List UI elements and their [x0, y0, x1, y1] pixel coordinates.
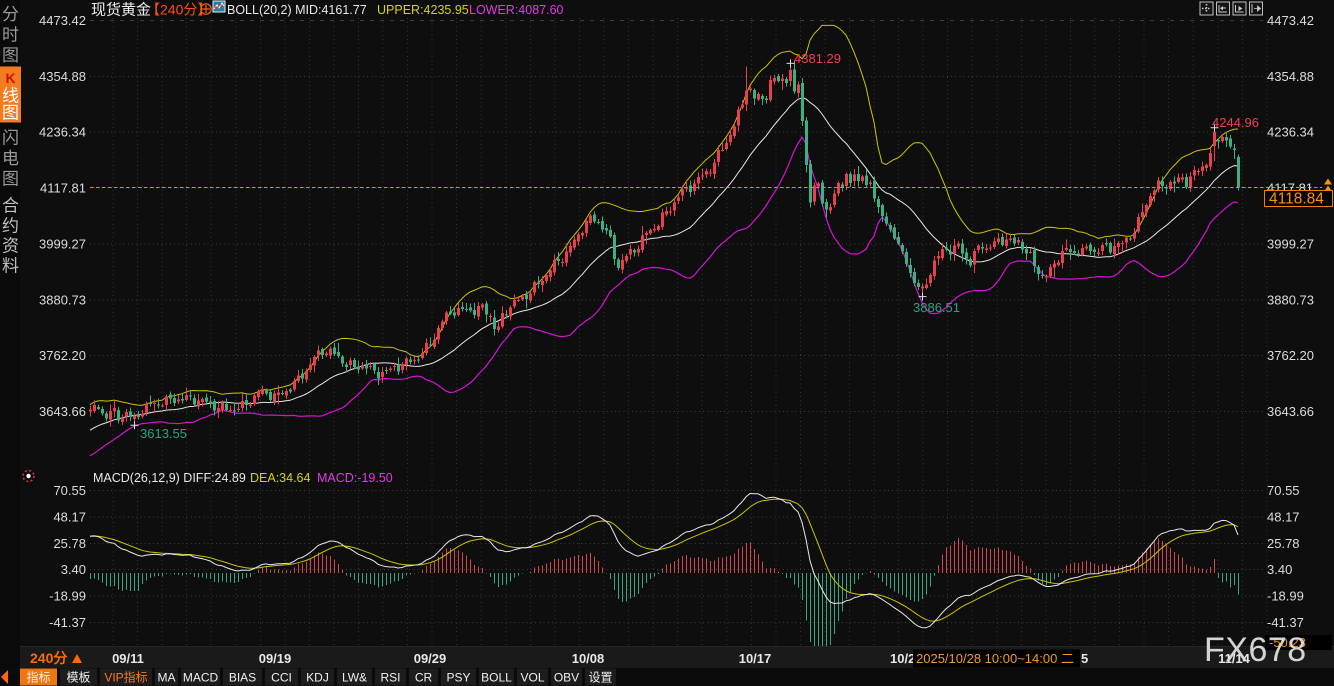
svg-text:4473.42: 4473.42 [1267, 13, 1314, 28]
svg-text:3762.20: 3762.20 [1267, 348, 1314, 363]
svg-text:KDJ: KDJ [306, 671, 329, 685]
svg-text:MACD: MACD [183, 671, 219, 685]
svg-text:48.17: 48.17 [1267, 509, 1300, 524]
svg-text:4117.81: 4117.81 [40, 181, 86, 196]
svg-text:UPPER:4235.95: UPPER:4235.95 [377, 3, 469, 17]
svg-text:11/14: 11/14 [1218, 651, 1251, 666]
svg-text:5: 5 [1081, 651, 1088, 666]
svg-text:电: 电 [2, 149, 19, 168]
svg-text:资: 资 [2, 237, 19, 256]
svg-text:-41.37: -41.37 [49, 615, 86, 630]
svg-text:3999.27: 3999.27 [1267, 236, 1314, 251]
svg-text:4236.34: 4236.34 [39, 125, 86, 140]
svg-text:MACD:-19.50: MACD:-19.50 [317, 471, 393, 485]
svg-text:3886.51: 3886.51 [913, 300, 960, 315]
svg-text:4354.88: 4354.88 [39, 69, 86, 84]
svg-text:48.17: 48.17 [53, 509, 86, 524]
svg-text:料: 料 [2, 257, 19, 276]
svg-text:09/29: 09/29 [414, 651, 447, 666]
svg-text:4244.96: 4244.96 [1212, 115, 1259, 130]
svg-text:-50.23: -50.23 [1269, 635, 1306, 650]
svg-text:【240分】: 【240分】 [146, 2, 211, 18]
svg-text:RSI: RSI [380, 671, 400, 685]
svg-text:3643.66: 3643.66 [39, 404, 86, 419]
svg-text:DEA:34.64: DEA:34.64 [250, 471, 311, 485]
svg-text:现货黄金: 现货黄金 [91, 2, 151, 19]
svg-text:09/19: 09/19 [259, 651, 292, 666]
svg-text:BIAS: BIAS [229, 671, 256, 685]
svg-text:-41.37: -41.37 [1267, 615, 1304, 630]
svg-text:09/11: 09/11 [112, 651, 144, 666]
svg-text:70.55: 70.55 [53, 483, 86, 498]
svg-text:MACD(26,12,9) DIFF:24.89: MACD(26,12,9) DIFF:24.89 [93, 471, 246, 485]
svg-text:图: 图 [2, 46, 19, 65]
svg-text:设置: 设置 [588, 671, 612, 685]
svg-text:模板: 模板 [66, 671, 90, 685]
svg-text:3880.73: 3880.73 [39, 292, 86, 307]
svg-text:-18.99: -18.99 [1267, 589, 1304, 604]
svg-text:3.40: 3.40 [61, 562, 86, 577]
svg-text:3.40: 3.40 [1267, 562, 1292, 577]
svg-text:240分: 240分 [30, 650, 67, 666]
svg-text:3880.73: 3880.73 [1267, 292, 1314, 307]
svg-text:分: 分 [2, 5, 19, 24]
svg-text:2025/10/28 10:00~14:00 二: 2025/10/28 10:00~14:00 二 [916, 651, 1074, 666]
svg-text:BOLL: BOLL [481, 671, 512, 685]
svg-text:VIP指标: VIP指标 [104, 670, 147, 685]
svg-text:4354.88: 4354.88 [1267, 69, 1314, 84]
svg-text:10/08: 10/08 [572, 651, 605, 666]
svg-text:4118.84: 4118.84 [1269, 191, 1324, 208]
svg-text:4473.42: 4473.42 [39, 13, 86, 28]
svg-text:3613.55: 3613.55 [140, 426, 187, 441]
svg-text:FX678: FX678 [1204, 631, 1307, 669]
svg-text:3643.66: 3643.66 [1267, 404, 1314, 419]
svg-text:PSY: PSY [446, 671, 470, 685]
svg-text:10/2: 10/2 [890, 651, 915, 666]
svg-text:指标: 指标 [26, 670, 50, 685]
svg-text:4236.34: 4236.34 [1267, 125, 1314, 140]
svg-text:25.78: 25.78 [53, 536, 86, 551]
svg-text:图: 图 [2, 104, 19, 123]
svg-text:图: 图 [2, 170, 19, 189]
svg-text:OBV: OBV [554, 671, 579, 685]
svg-text:时: 时 [2, 26, 19, 45]
svg-text:CR: CR [415, 671, 433, 685]
svg-text:K: K [5, 70, 15, 86]
svg-text:70.55: 70.55 [1267, 483, 1300, 498]
svg-text:3999.27: 3999.27 [39, 236, 86, 251]
svg-text:合: 合 [2, 197, 19, 216]
svg-text:线: 线 [2, 87, 19, 106]
svg-text:LW&: LW& [342, 671, 367, 685]
svg-text:-18.99: -18.99 [49, 589, 86, 604]
svg-text:25.78: 25.78 [1267, 536, 1300, 551]
svg-text:约: 约 [2, 217, 19, 236]
svg-text:4381.29: 4381.29 [794, 51, 841, 66]
svg-text:MA: MA [158, 671, 176, 685]
svg-text:CCI: CCI [271, 671, 292, 685]
svg-text:闪: 闪 [2, 129, 19, 148]
svg-text:3762.20: 3762.20 [39, 348, 86, 363]
svg-text:VOL: VOL [520, 671, 544, 685]
svg-text:BOLL(20,2) MID:4161.77: BOLL(20,2) MID:4161.77 [227, 3, 367, 17]
svg-text:LOWER:4087.60: LOWER:4087.60 [469, 3, 564, 17]
svg-text:10/17: 10/17 [739, 651, 772, 666]
